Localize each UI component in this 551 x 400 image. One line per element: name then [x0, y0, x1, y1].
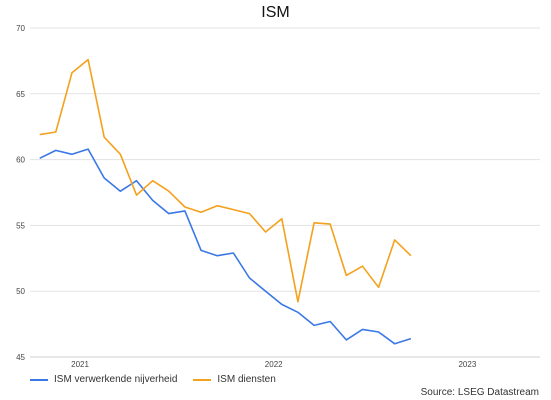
legend: ISM verwerkende nijverheid ISM diensten	[30, 374, 276, 385]
x-tick-label-2023: 2023	[458, 360, 476, 369]
y-tick-label-60: 60	[16, 156, 25, 165]
legend-item-services: ISM diensten	[193, 374, 276, 385]
legend-label-manufacturing: ISM verwerkende nijverheid	[54, 374, 178, 385]
y-tick-label-65: 65	[16, 90, 25, 99]
legend-swatch-manufacturing	[30, 378, 48, 381]
gridlines	[30, 27, 540, 358]
x-axis: 2021 2022 2023	[30, 356, 540, 369]
chart-title: ISM	[261, 4, 290, 21]
series-line-manufacturing	[39, 148, 412, 345]
series-line-services	[39, 58, 412, 303]
source-note: Source: LSEG Datastream	[420, 387, 539, 398]
series-lines	[39, 58, 412, 345]
y-tick-label-55: 55	[16, 221, 25, 230]
y-axis: 45 50 55 60 65 70	[16, 24, 25, 362]
legend-label-services: ISM diensten	[217, 374, 276, 385]
x-tick-label-2021: 2021	[71, 360, 89, 369]
legend-item-manufacturing: ISM verwerkende nijverheid	[30, 374, 177, 385]
x-tick-label-2022: 2022	[265, 360, 283, 369]
y-tick-label-50: 50	[16, 287, 25, 296]
y-tick-label-45: 45	[16, 353, 25, 362]
y-tick-label-70: 70	[16, 24, 25, 33]
legend-swatch-services	[193, 378, 212, 381]
